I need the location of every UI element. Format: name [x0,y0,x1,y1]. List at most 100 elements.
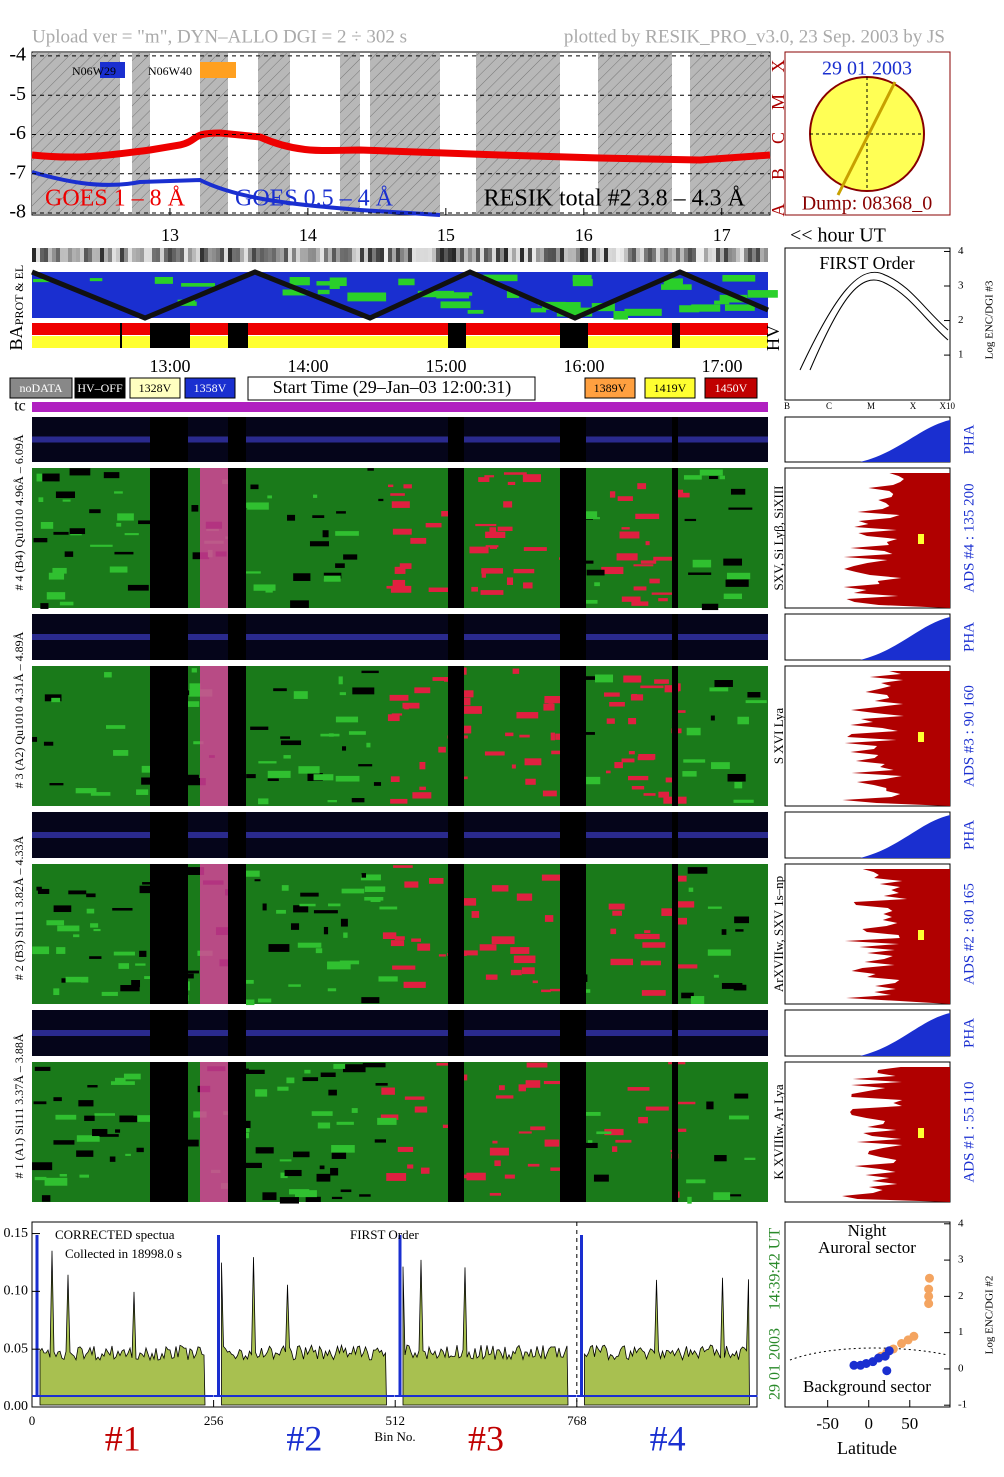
data-point [884,1346,894,1356]
prot-el-cell [324,248,328,262]
prot-el-cell [168,248,172,262]
y-tick-label: -8 [9,201,26,223]
spectrogram-cell [484,475,495,478]
prot-el-cell [452,248,456,262]
spectrogram-cell [118,963,130,969]
prot-el-cell [420,248,424,262]
prot-el-cell [404,248,408,262]
pha-label: PHA [961,622,977,652]
spectrogram-cell [711,762,730,770]
shaded-interval [598,53,672,214]
spectrogram-cell [328,1089,337,1096]
spectrogram-cell [378,498,384,502]
data-gap [672,864,678,1004]
spectrogram-cell [323,572,342,579]
spectrogram-cell [315,948,323,954]
legend-box [704,377,758,399]
data-gap [448,666,464,806]
spectrogram-cell [335,563,345,568]
spectrogram-cell [609,702,625,707]
x-tick-label: 0 [864,1414,873,1433]
data-gap [672,666,678,806]
header-left: Upload ver = "m", DYN–ALLO DGI = 2 ÷ 302… [32,26,407,47]
orbit-map-green [719,294,748,303]
spectrogram-cell [653,556,677,561]
spectrogram-cell [69,528,86,535]
prot-el-cell [512,248,516,262]
spectrogram-cell [139,885,160,894]
pha-label: PHA [961,1018,977,1048]
spectrogram-cell [297,942,322,948]
spectrogram-cell [33,1101,47,1105]
spectrogram-cell [605,770,611,774]
y-tick-label: -4 [9,44,26,66]
night-shading [32,53,770,214]
spectrogram-cell [676,492,690,498]
prot-el-cell [552,248,556,262]
prot-el-cell [692,248,696,262]
prot-el-cell [600,248,604,262]
spectrum-area [39,1250,206,1406]
spectrogram-cell [392,528,412,535]
spectrogram-cell [475,523,497,527]
flare-class: C [768,132,788,144]
spectrogram-cell [109,1156,116,1162]
spectrogram-cell [619,531,640,539]
spectrogram-cell [420,1167,430,1174]
spectrogram-cell [497,526,513,531]
x-tick-label: 14 [299,225,317,245]
spectrogram-cell [33,537,48,543]
spectrogram-cell [381,1087,395,1095]
spectrogram-cell [279,1197,299,1204]
spectrogram-cell [114,1077,126,1083]
spectrogram-cell [410,537,427,544]
x-tick-label: 50 [901,1414,918,1433]
prot-el-cell [760,248,764,262]
spectrogram-cell [684,518,697,522]
x-tick-label: 16 [575,225,593,245]
spectrogram-cell [419,761,426,770]
spectrogram-cell [253,584,276,591]
spectrogram-cell [579,599,598,604]
prot-el-cell [528,248,532,262]
spectrogram-cell [707,906,722,909]
ads-label: ADS #2 : 80 165 [961,883,977,985]
spectrogram-cell [133,1115,156,1122]
spectrogram-cell [544,1139,560,1147]
spectrogram-cell [744,1157,756,1160]
spectrogram-cell [320,733,340,737]
spectrogram-cell [725,579,749,587]
spectrogram-cell [459,706,482,714]
spectrogram-cell [328,903,341,907]
y-tick-label: 0 [958,1362,964,1374]
pha-hist [860,420,950,462]
spectrogram-cell [340,918,348,927]
spectrogram-cell [323,575,341,582]
prot-el-cell [328,248,332,262]
legend-box [184,377,236,399]
spectrogram-cell [352,687,375,695]
spectrogram-cell [672,1101,696,1105]
spectrogram-cell [713,974,719,978]
spectrogram-cell [255,1147,274,1154]
spectrogram-cell [331,1145,355,1153]
spectrogram-cell [68,890,87,895]
legend-box [584,377,636,399]
spectrogram-cell [286,1077,295,1084]
spectrogram-cell [238,870,260,877]
spectrogram-cell [690,996,705,1004]
prot-el-cell [164,248,168,262]
prot-el-cell [544,248,548,262]
prot-el-cell [568,248,572,262]
spectrogram-cell [53,1140,75,1145]
orbit-map-green [467,309,484,314]
spectrogram-cell [713,1192,731,1201]
spectrogram-cell [362,1062,386,1068]
spectrogram-cell [191,505,199,512]
prot-el-cell [456,248,460,262]
spectrogram-cell [394,566,406,574]
prot-el-cell [220,248,224,262]
spectrogram-cell [316,1173,331,1182]
spectrogram-cell [142,882,153,885]
spectrogram-cell [131,980,141,988]
